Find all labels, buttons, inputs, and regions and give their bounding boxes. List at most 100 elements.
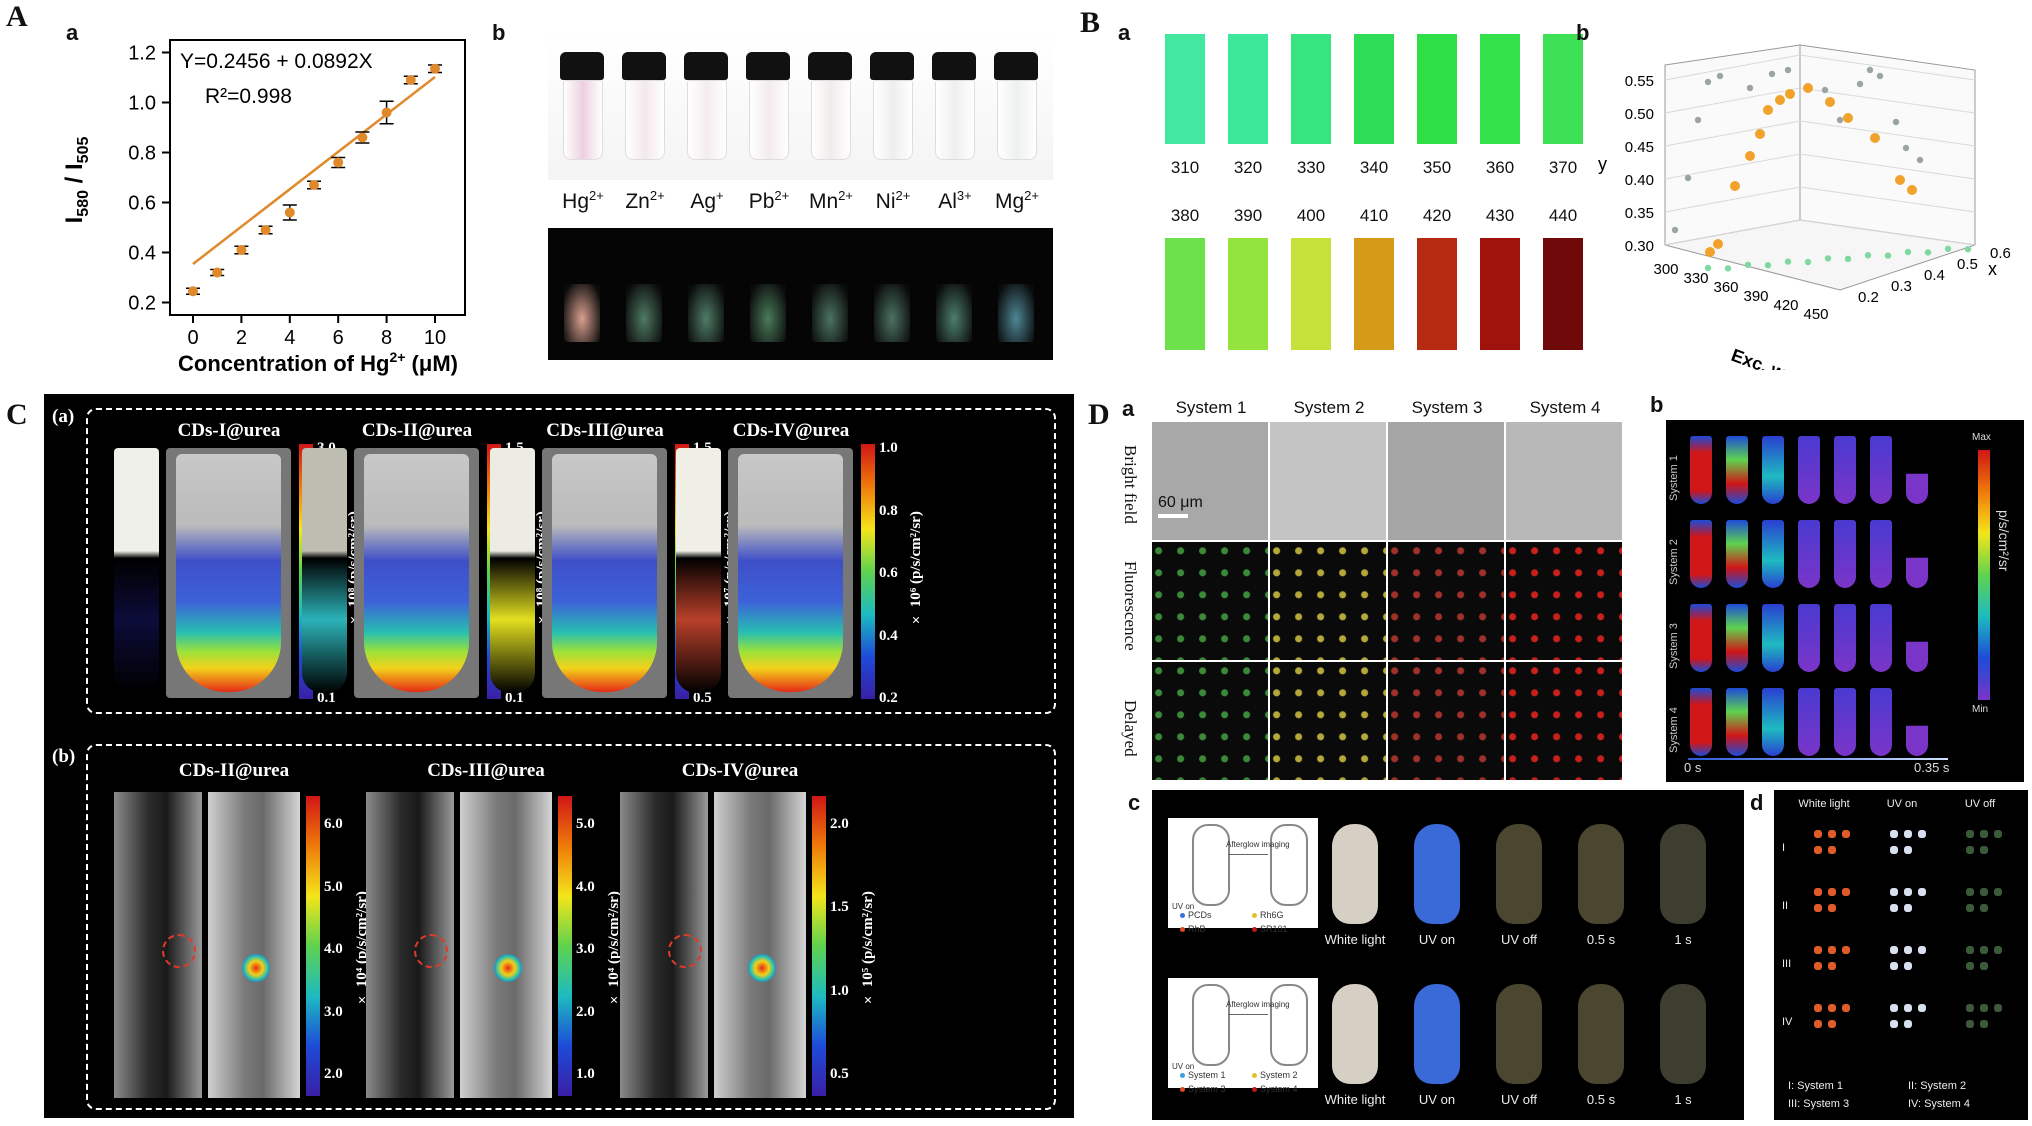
svg-text:0.8: 0.8 [128,143,156,165]
panel-c-background: (a) (b) CDs-I@urea3.02.52.01.51.00.50.1×… [44,394,1074,1118]
svg-text:0.55: 0.55 [1625,73,1654,90]
vials-uv-photo [548,228,1053,360]
tube-afterglow [1906,520,1928,588]
color-swatch [1291,238,1331,350]
mouse-luminescence-image [714,792,806,1098]
svg-text:0.45: 0.45 [1625,139,1654,156]
organ [1918,830,1926,838]
data-point [1916,156,1924,164]
x-axis-letter: x [1988,259,1997,279]
organ [1980,962,1988,970]
organ [1828,830,1836,838]
ion-label: Ag+ [690,188,724,213]
data-point [1764,262,1772,269]
ion-labels: Hg2+ Zn2+ Ag+ Pb2+ Mn2+ Ni2+ Al3+ Mg2+ [548,188,1053,224]
colorbar-tick: 1.0 [879,440,898,456]
subpanel-letter-aa: a [66,20,79,45]
y-axis-label: I580 / I505 [61,137,92,224]
legend-label: SR101 [1260,924,1288,934]
vial-glow [750,284,786,342]
colorbar-tick: 1.0 [576,1066,595,1082]
mouse-image [1578,984,1624,1084]
tube-afterglow [1762,436,1784,504]
colorbar-tick: 4.0 [576,878,595,895]
luminescence-spot [748,954,776,982]
svg-text:0.30: 0.30 [1625,238,1654,255]
data-point [212,267,223,278]
organ [1814,904,1822,912]
colorbar [861,444,875,699]
uv-label: UV on [1172,1062,1195,1071]
organ [1890,1020,1898,1028]
color-swatch [1228,34,1268,144]
mouse-image [1332,824,1378,924]
colorbar-tick: 4.0 [324,941,343,957]
wavelength-label: 360 [1485,158,1515,177]
data-point [333,157,344,168]
tube-afterglow [1870,604,1892,672]
organ [1904,1020,1912,1028]
organ [1980,888,1988,896]
scale-bar-label: 60 μm [1158,494,1203,511]
subpanel-letter-dc: c [1128,790,1141,815]
organ [1918,888,1926,896]
caption: 0.5 s [1586,1092,1616,1107]
ion-label: Pb2+ [748,188,790,213]
microscopy-image [1270,542,1386,660]
colorbar-tick: 3.0 [576,941,595,957]
organ [1918,1004,1926,1012]
mouse-schematic [1192,824,1230,906]
organ [1814,1020,1822,1028]
caption: White light [1324,932,1386,947]
equation-text: Y=0.2456 + 0.0892X [180,50,373,73]
data-point [1856,80,1864,88]
panel-letter-d: D [1088,398,1110,431]
tube-afterglow [1798,520,1820,588]
organ [1994,888,2002,896]
sample-tube-photo [676,448,721,693]
legend-dot [1180,1087,1185,1092]
data-point [1755,129,1765,139]
svg-text:420: 420 [1773,297,1798,314]
injection-site-marker [162,934,196,968]
row-label: I [1782,842,1786,854]
wavelength-label: 340 [1359,158,1389,177]
color-swatch [1354,238,1394,350]
subpanel-letter-ba: a [1118,20,1131,45]
row-label: III [1782,958,1792,970]
vial-cap [746,52,790,80]
data-point [1784,258,1792,265]
tube-afterglow [1834,436,1856,504]
time-arrow [1688,758,1948,760]
svg-text:0.6: 0.6 [128,193,156,215]
svg-text:0.4: 0.4 [1924,267,1945,284]
organ [1994,946,2002,954]
svg-text:360: 360 [1713,279,1738,296]
microscopy-image [1270,422,1386,540]
organ [1828,904,1836,912]
microscopy-image [1388,422,1504,540]
colorbar-tick: 1.0 [830,982,849,999]
system-header: System 4 [1529,398,1601,417]
panel-letter-a: A [6,0,28,33]
organ [1814,1004,1822,1012]
colorbar-tick: 0.8 [879,502,898,519]
organ [1828,888,1836,896]
row-label: System 3 [1668,623,1680,669]
tube-afterglow [1906,688,1928,756]
caption: 1 s [1674,932,1692,947]
data-point [309,180,319,190]
organ [1980,904,1988,912]
sample-title: CDs-I@urea [177,420,281,441]
system-header: System 2 [1293,398,1365,417]
tube-afterglow [1690,688,1712,756]
legend-label: System 2 [1260,1070,1298,1080]
sample-title: CDs-II@urea [178,760,290,781]
organ [1966,846,1974,854]
svg-text:450: 450 [1803,306,1828,323]
tube-afterglow [1690,436,1712,504]
ion-label: Mg2+ [994,188,1039,213]
legend-label: Rh6G [1260,910,1284,920]
wavelength-label: 320 [1233,158,1263,177]
organ [1890,962,1898,970]
